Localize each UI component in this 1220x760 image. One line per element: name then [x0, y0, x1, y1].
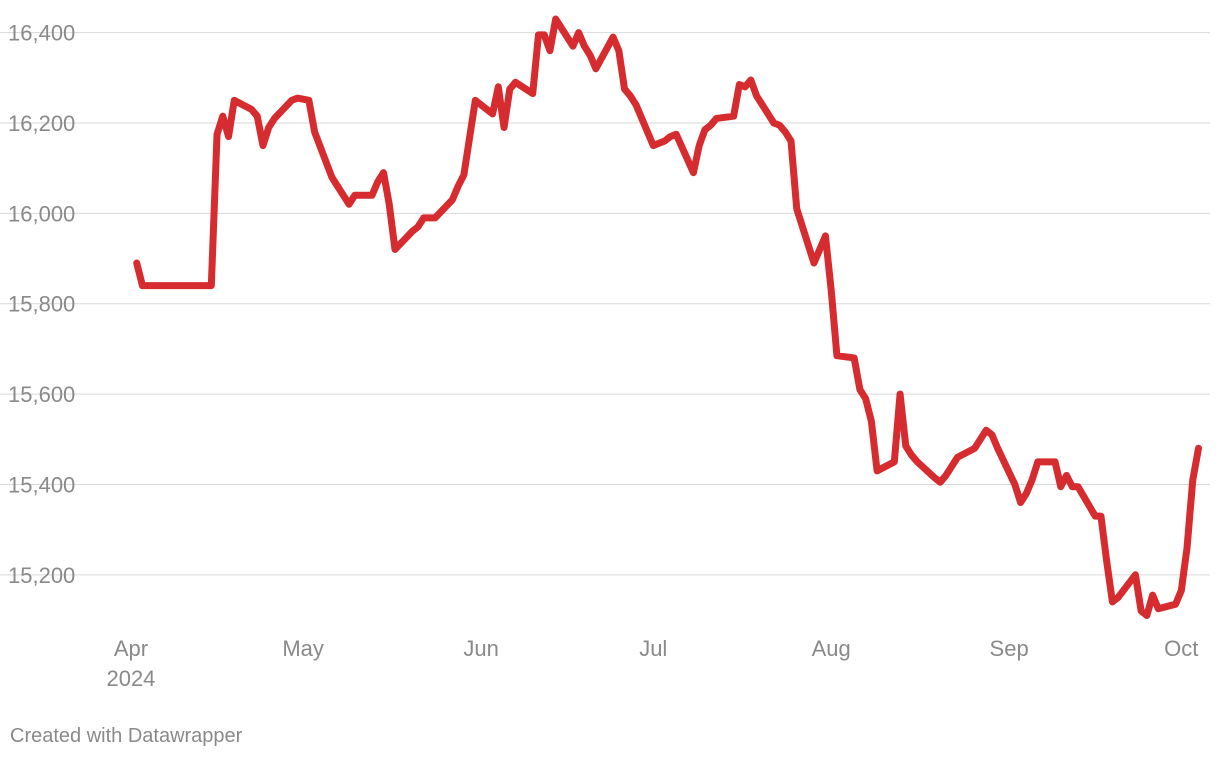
y-tick-label: 15,200	[8, 563, 75, 588]
y-tick-label: 15,800	[8, 292, 75, 317]
x-tick-label-line: Apr	[114, 636, 148, 661]
x-tick-label: May	[282, 636, 324, 661]
x-tick-label-line: Aug	[812, 636, 851, 661]
y-tick-label: 16,400	[8, 21, 75, 46]
x-tick-label: Apr 2024	[106, 636, 155, 691]
x-tick-label-line: May	[282, 636, 324, 661]
x-tick-label-line: Jun	[463, 636, 498, 661]
footer-credit: Created with Datawrapper	[10, 725, 243, 747]
x-tick-label: Jun	[463, 636, 498, 661]
x-tick-label-line: Oct	[1164, 636, 1198, 661]
y-tick-label: 15,600	[8, 382, 75, 407]
y-tick-label: 15,400	[8, 472, 75, 497]
x-tick-label-line: Jul	[639, 636, 667, 661]
x-tick-label-line: Sep	[990, 636, 1029, 661]
y-axis: 15,200 15,400 15,600 15,800 16,000 16,200 16,4…	[8, 21, 75, 588]
x-tick-label: Oct	[1164, 636, 1198, 661]
series-line	[133, 15, 1203, 619]
y-tick-label: 16,200	[8, 111, 75, 136]
x-tick-label: Sep	[990, 636, 1029, 661]
grid-layer	[0, 32, 1210, 576]
series-layer	[133, 15, 1203, 619]
x-tick-label-line: 2024	[106, 666, 155, 691]
y-tick-label: 16,000	[8, 201, 75, 226]
x-tick-label: Aug	[812, 636, 851, 661]
x-axis: Apr 2024 May Jun Jul Aug Sep Oct	[106, 636, 1198, 691]
x-tick-label: Jul	[639, 636, 667, 661]
